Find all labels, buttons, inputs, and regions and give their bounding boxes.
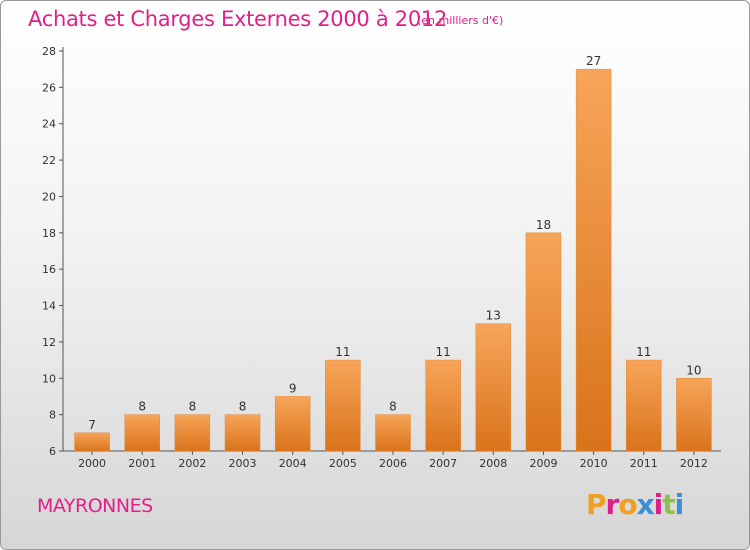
logo-letter: o [618, 488, 637, 521]
logo-letter: r [605, 488, 620, 521]
data-label: 11 [436, 345, 451, 359]
data-label: 7 [88, 418, 96, 432]
data-label: 27 [586, 54, 601, 68]
bar [375, 414, 411, 452]
bar [575, 68, 612, 452]
x-tick-label: 2000 [78, 457, 106, 470]
data-label: 18 [536, 218, 551, 232]
y-tick-label: 8 [49, 409, 56, 422]
bar [124, 414, 160, 452]
bar [174, 414, 211, 452]
bar [74, 432, 110, 452]
data-label: 9 [289, 381, 297, 395]
bar [626, 359, 662, 452]
logo-letter: i [653, 488, 664, 521]
x-tick-label: 2006 [379, 457, 407, 470]
y-tick-label: 28 [42, 45, 56, 58]
bar [425, 359, 461, 452]
data-label: 10 [686, 363, 701, 377]
y-tick-label: 22 [42, 154, 56, 167]
y-tick-label: 18 [42, 227, 56, 240]
x-tick-label: 2009 [529, 457, 557, 470]
x-tick-label: 2012 [680, 457, 708, 470]
y-tick-label: 6 [49, 445, 56, 458]
bar [274, 396, 311, 452]
x-tick-label: 2005 [329, 457, 357, 470]
x-tick-label: 2001 [128, 457, 156, 470]
commune-name: MAYRONNES [37, 495, 153, 517]
data-label: 13 [486, 309, 501, 323]
x-tick-label: 2004 [279, 457, 307, 470]
proxiti-logo: Proxiti [586, 488, 685, 521]
chart-unit: (en milliers d'€) [417, 14, 504, 27]
bar [676, 378, 712, 452]
bar [325, 359, 361, 452]
y-tick-label: 12 [42, 336, 56, 349]
logo-letter: t [662, 488, 675, 521]
y-tick-label: 10 [42, 372, 56, 385]
x-tick-label: 2008 [479, 457, 507, 470]
logo-letter: i [674, 488, 685, 521]
data-label: 11 [636, 345, 651, 359]
data-label: 8 [138, 400, 146, 414]
x-tick-label: 2007 [429, 457, 457, 470]
y-tick-label: 16 [42, 263, 56, 276]
bar [475, 323, 512, 452]
y-tick-label: 26 [42, 81, 56, 94]
x-tick-label: 2002 [178, 457, 206, 470]
bar [525, 232, 562, 452]
bar [224, 414, 261, 452]
chart-title: Achats et Charges Externes 2000 à 2012 [28, 7, 448, 31]
x-tick-label: 2010 [580, 457, 608, 470]
data-label: 8 [389, 400, 397, 414]
data-label: 8 [239, 400, 247, 414]
x-tick-label: 2003 [229, 457, 257, 470]
data-label: 8 [189, 400, 197, 414]
data-label: 11 [335, 345, 350, 359]
x-tick-label: 2011 [630, 457, 658, 470]
logo-letter: x [636, 488, 655, 521]
y-tick-label: 20 [42, 190, 56, 203]
y-tick-label: 14 [42, 300, 56, 313]
y-tick-label: 24 [42, 118, 56, 131]
logo-letter: P [586, 488, 607, 521]
